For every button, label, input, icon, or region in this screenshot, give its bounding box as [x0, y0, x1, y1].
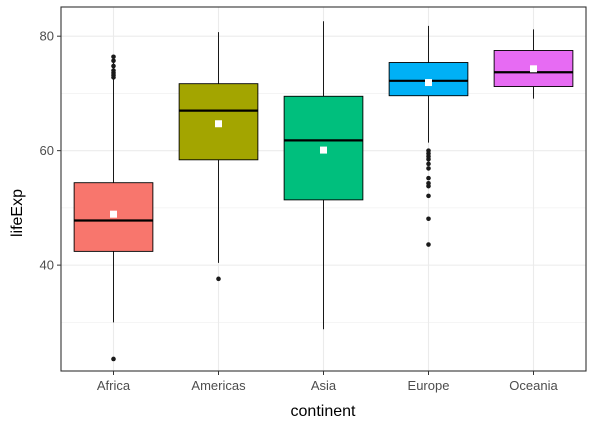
outlier-point — [426, 175, 431, 181]
mean-marker — [320, 146, 327, 154]
outlier-point — [426, 166, 431, 171]
x-tick-label: Europe — [408, 378, 450, 393]
outlier-point — [426, 216, 431, 222]
x-axis-title: continent — [291, 403, 356, 420]
y-tick-label: 60 — [40, 143, 54, 158]
outlier-point — [426, 161, 431, 167]
y-axis: 40 60 80 — [40, 29, 61, 273]
box-oceania — [493, 29, 574, 99]
box-africa — [73, 54, 154, 362]
x-tick-label: Oceania — [509, 378, 558, 393]
x-tick-label: Africa — [97, 378, 131, 393]
box-asia — [283, 21, 364, 330]
mean-marker — [110, 210, 117, 218]
outlier-point — [426, 193, 431, 199]
x-axis: Africa Americas Asia Europe Oceania — [97, 371, 558, 393]
outlier-point — [426, 242, 431, 247]
outlier-point — [111, 58, 116, 64]
outlier-point — [111, 63, 116, 69]
outlier-point — [111, 68, 116, 73]
outlier-point — [426, 180, 431, 186]
box-body — [178, 83, 259, 161]
x-tick-label: Americas — [191, 378, 246, 393]
mean-marker — [530, 65, 537, 73]
y-tick-label: 80 — [40, 29, 54, 44]
outlier-point — [216, 276, 221, 282]
y-axis-title: lifeExp — [9, 189, 26, 237]
mean-marker — [215, 120, 222, 128]
box-americas — [178, 32, 259, 282]
x-tick-label: Asia — [311, 378, 337, 393]
y-tick-label: 40 — [40, 258, 54, 273]
box-europe — [388, 25, 469, 247]
mean-marker — [425, 79, 432, 87]
outlier-point — [111, 54, 116, 60]
plot-panel — [60, 6, 587, 372]
outlier-point — [111, 356, 116, 362]
outlier-point — [426, 148, 431, 153]
